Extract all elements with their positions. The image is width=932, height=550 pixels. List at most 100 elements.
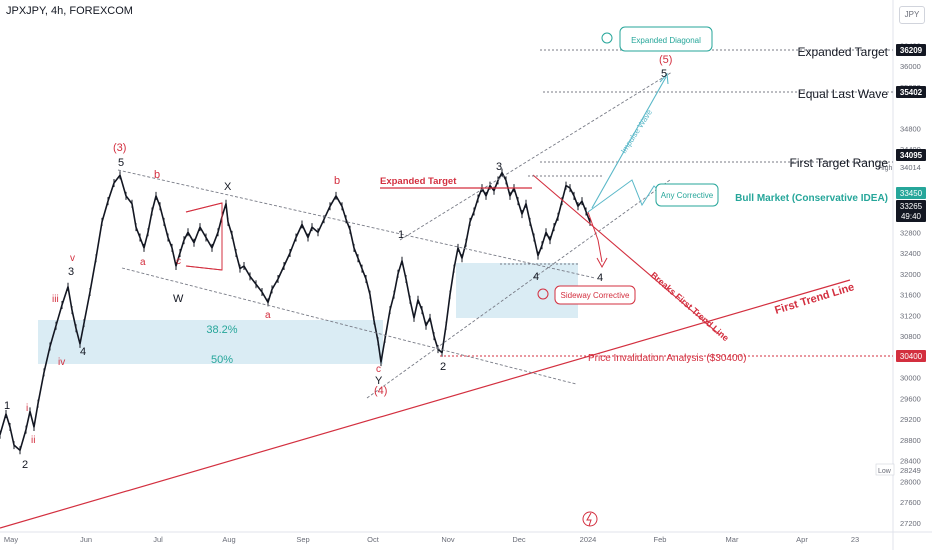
lower-channel-line — [121, 267, 577, 385]
wave-label: v — [70, 253, 75, 264]
currency-badge[interactable]: JPY — [899, 6, 925, 24]
wave-label: 1 — [398, 229, 404, 241]
diagonal-upper-line — [399, 71, 673, 241]
wave-label: 2 — [22, 459, 28, 471]
wave-label: X — [224, 181, 232, 193]
any-corrective-label: Any Corrective — [661, 191, 714, 200]
flash-icon — [582, 511, 598, 527]
wave-label: iv — [58, 357, 65, 368]
price-tag-33450: 33450 — [900, 189, 923, 198]
y-tick-label: 29200 — [900, 415, 921, 424]
y-tick-label: 30000 — [900, 374, 921, 383]
wave-label: i — [26, 403, 28, 414]
wave-label: b — [154, 169, 160, 181]
x-tick-label: May — [4, 535, 18, 544]
wave-label: 2 — [440, 361, 446, 373]
price-tag-33265-bg — [896, 200, 926, 222]
countdown-label: 49:40 — [901, 212, 922, 221]
y-tick-label: 31200 — [900, 311, 921, 320]
x-tick-label: Nov — [441, 535, 455, 544]
y-tick-label: 29600 — [900, 394, 921, 403]
red-drop-arrowhead — [596, 257, 608, 269]
target-label-expanded: Expanded Target — [797, 45, 888, 59]
wave-label: (4) — [374, 385, 387, 397]
y-tick-label: 27200 — [900, 519, 921, 528]
x-tick-label: Feb — [654, 535, 667, 544]
breaks-trend-line — [532, 174, 721, 336]
wave-label: c — [176, 256, 181, 267]
wave-label: ii — [31, 435, 35, 446]
wave-label: c — [376, 364, 381, 375]
x-tick-label: Mar — [726, 535, 739, 544]
sideway-corrective-label: Sideway Corrective — [561, 291, 630, 300]
expanded-target-text: Expanded Target — [380, 176, 457, 187]
lightbulb-icon — [601, 32, 613, 44]
low-label: Low — [878, 468, 892, 475]
zone-label-50: 50% — [211, 354, 233, 366]
impulse-wave-label: Impulse Wave — [619, 107, 654, 155]
wave-label: iii — [52, 294, 59, 305]
price-tag-36209: 36209 — [900, 46, 923, 55]
low-label-bg — [875, 463, 895, 476]
x-tick-label: Oct — [367, 535, 380, 544]
price-tag-35402: 35402 — [900, 88, 923, 97]
wave-label: 4 — [597, 272, 603, 284]
fib-zone — [38, 320, 383, 364]
invalidation-label: Price Invalidation Analysis ($30400) — [588, 353, 746, 364]
triangle-shape — [185, 202, 223, 271]
expanded-diagonal-box — [619, 26, 713, 52]
wave-label: 3 — [496, 161, 502, 173]
wave-label: 5 — [661, 68, 667, 80]
x-tick-label: Jul — [153, 535, 163, 544]
high-value: 34014 — [900, 163, 921, 172]
y-tick-label: 34800 — [900, 124, 921, 133]
breaks-trend-label: Breaks First Trend Line — [649, 270, 731, 343]
wave-label: 4 — [80, 346, 86, 358]
low-value: 28249 — [900, 466, 921, 475]
target-label-equal: Equal Last Wave — [798, 87, 889, 101]
first-trend-line — [0, 279, 851, 529]
x-tick-label: 2024 — [580, 535, 597, 544]
expanded-diagonal-label: Expanded Diagonal — [631, 36, 701, 45]
any-corrective-box — [655, 183, 719, 207]
price-tag-35402-bg — [896, 86, 926, 98]
price-tag-30400-bg — [896, 350, 926, 362]
zone-label-382: 38.2% — [206, 324, 237, 336]
impulse-arrow-line — [591, 76, 667, 209]
impulse-arrowhead — [659, 72, 669, 85]
wave-label: 5 — [118, 157, 124, 169]
y-tick-label: 27600 — [900, 498, 921, 507]
x-tick-label: Sep — [296, 535, 309, 544]
price-tag-34095: 34095 — [900, 151, 923, 160]
wave-label: 4 — [533, 271, 539, 283]
y-tick-label: 28800 — [900, 436, 921, 445]
diagonal-lower-line — [366, 179, 671, 399]
y-tick-label: 32000 — [900, 270, 921, 279]
price-tag-30400: 30400 — [900, 352, 923, 361]
wave-label: (3) — [113, 142, 126, 154]
x-tick-label: Jun — [80, 535, 92, 544]
corrective-zigzag — [587, 179, 666, 213]
wave-label: 3 — [68, 266, 74, 278]
price-tag-36209-bg — [896, 44, 926, 56]
lightbulb-icon-red — [537, 288, 549, 300]
bull-market-label: Bull Market (Conservative IDEA) — [735, 193, 888, 204]
wave-label: a — [140, 257, 146, 268]
y-tick-label: 28000 — [900, 477, 921, 486]
wave-label: (5) — [659, 54, 672, 66]
sideway-corrective-box — [554, 285, 636, 305]
x-tick-label: Apr — [796, 535, 808, 544]
y-tick-label: 32400 — [900, 249, 921, 258]
high-label: High — [878, 165, 893, 172]
flash-icon-bolt — [586, 512, 592, 527]
wave-label: 1 — [4, 400, 10, 412]
ticker-title: JPXJPY, 4h, FOREXCOM — [6, 5, 133, 17]
wave-label: W — [173, 293, 184, 305]
red-drop-arrow — [587, 211, 603, 263]
wave-label: Y — [375, 375, 383, 387]
price-tag-33450-bg — [896, 187, 926, 199]
wave-label: a — [265, 310, 271, 321]
x-tick-label: Dec — [512, 535, 526, 544]
